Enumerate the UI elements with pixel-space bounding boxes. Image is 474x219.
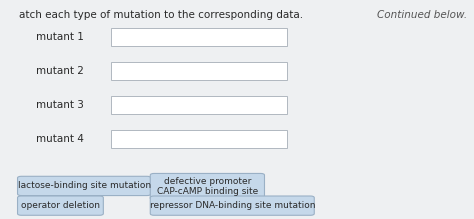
Text: operator deletion: operator deletion bbox=[21, 201, 100, 210]
FancyBboxPatch shape bbox=[150, 173, 264, 200]
Text: repressor DNA-binding site mutation: repressor DNA-binding site mutation bbox=[149, 201, 315, 210]
Text: mutant 4: mutant 4 bbox=[36, 134, 83, 144]
FancyBboxPatch shape bbox=[111, 130, 287, 148]
Text: mutant 3: mutant 3 bbox=[36, 100, 83, 110]
Text: mutant 1: mutant 1 bbox=[36, 32, 83, 42]
FancyBboxPatch shape bbox=[111, 96, 287, 114]
FancyBboxPatch shape bbox=[150, 196, 314, 215]
FancyBboxPatch shape bbox=[111, 28, 287, 46]
Text: mutant 2: mutant 2 bbox=[36, 66, 83, 76]
Text: atch each type of mutation to the corresponding data.: atch each type of mutation to the corres… bbox=[19, 10, 303, 20]
FancyBboxPatch shape bbox=[111, 62, 287, 80]
Text: lactose-binding site mutation: lactose-binding site mutation bbox=[18, 181, 151, 191]
FancyBboxPatch shape bbox=[18, 176, 151, 196]
Text: defective promoter
CAP-cAMP binding site: defective promoter CAP-cAMP binding site bbox=[157, 177, 258, 196]
Text: Continued below.: Continued below. bbox=[377, 10, 467, 20]
FancyBboxPatch shape bbox=[18, 196, 103, 215]
